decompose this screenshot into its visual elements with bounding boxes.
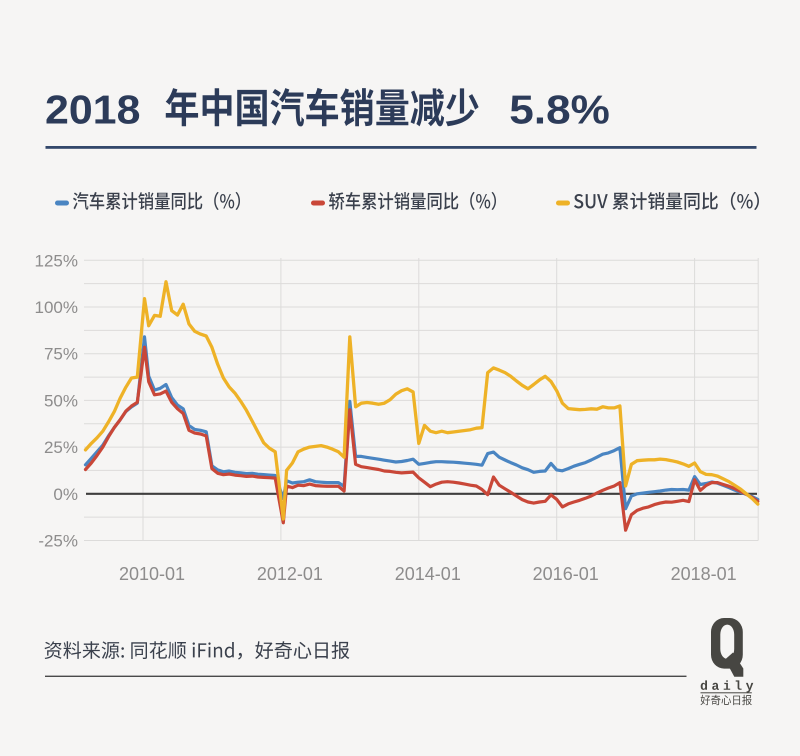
svg-text:50%: 50% (44, 391, 78, 410)
svg-text:2018-01: 2018-01 (671, 564, 737, 584)
svg-text:2016-01: 2016-01 (533, 564, 599, 584)
svg-text:0%: 0% (53, 485, 78, 504)
svg-text:25%: 25% (44, 438, 78, 457)
svg-text:-25%: -25% (38, 532, 78, 551)
svg-text:125%: 125% (35, 251, 78, 270)
svg-text:2010-01: 2010-01 (119, 564, 185, 584)
svg-text:2014-01: 2014-01 (395, 564, 461, 584)
svg-text:75%: 75% (44, 345, 78, 364)
svg-text:100%: 100% (35, 298, 78, 317)
svg-text:2012-01: 2012-01 (257, 564, 323, 584)
